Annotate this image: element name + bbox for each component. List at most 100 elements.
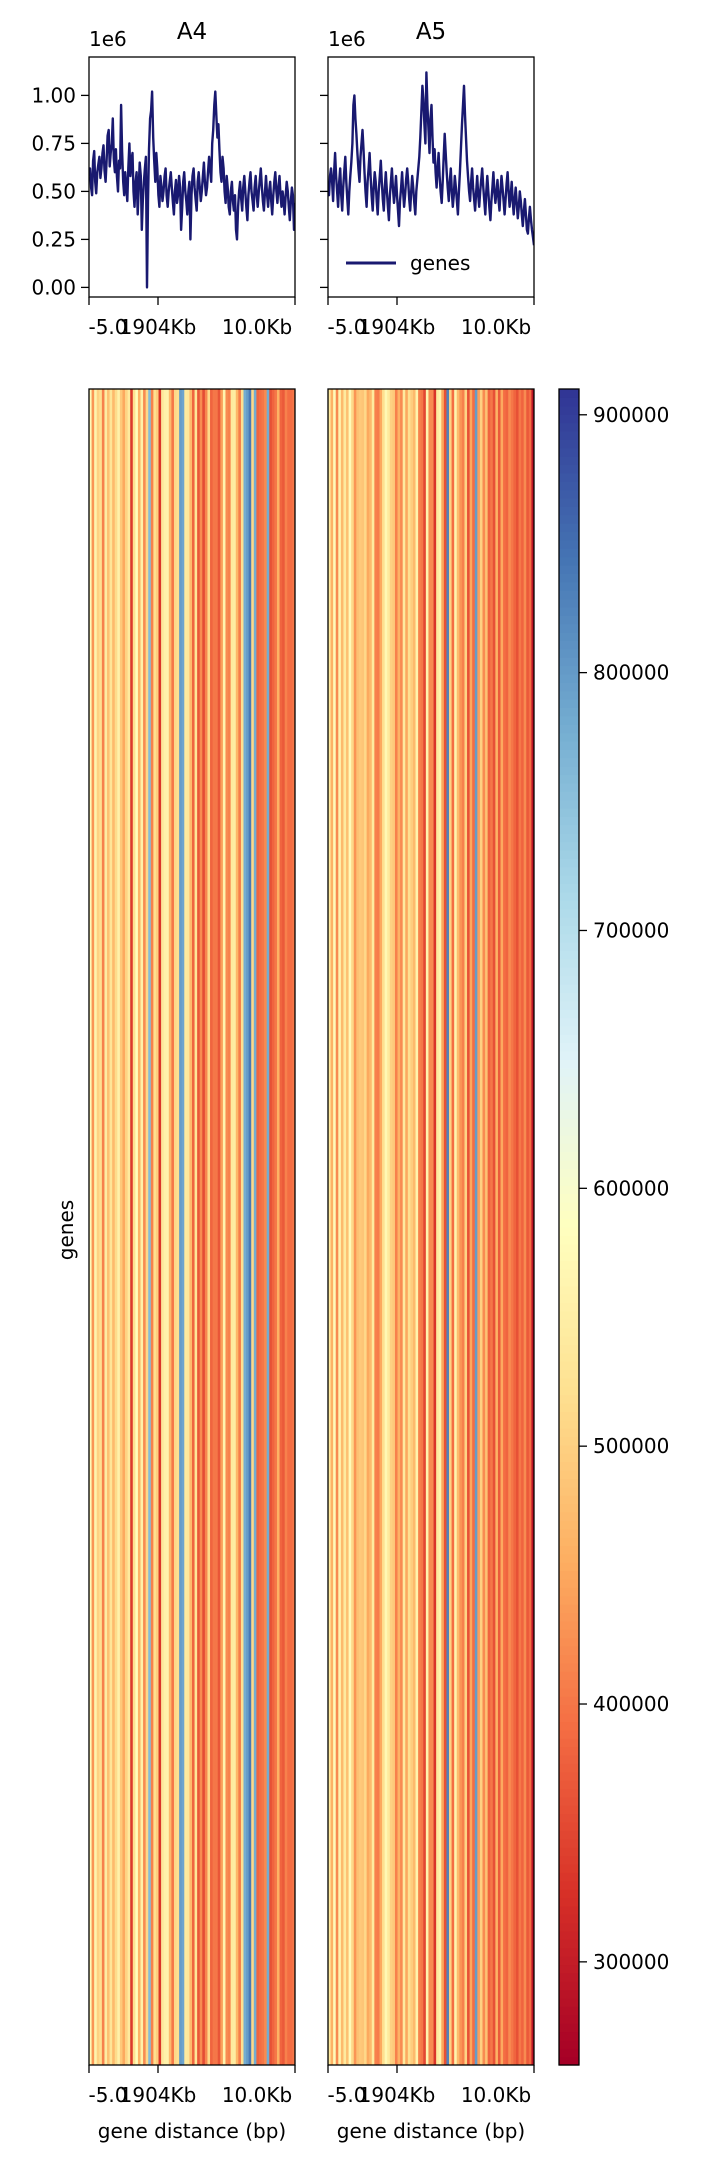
colorbar-segment [559, 1713, 579, 1723]
colorbar-segment [559, 1461, 579, 1471]
colorbar-segment [559, 1109, 579, 1119]
colorbar-segment [559, 1612, 579, 1622]
colorbar-segment [559, 1729, 579, 1739]
colorbar-segment [559, 556, 579, 566]
heatmap-cell [176, 389, 180, 2065]
heatmap-cell [127, 389, 131, 2065]
colorbar-segment [559, 1134, 579, 1144]
heatmap-cell [348, 389, 352, 2065]
y-tick-label: 0.00 [31, 275, 76, 299]
colorbar-segment [559, 1361, 579, 1371]
heatmap-cell [207, 389, 211, 2065]
x-tick-label: 10.0Kb [461, 2083, 531, 2107]
colorbar-segment [559, 1193, 579, 1203]
heatmap-cell [387, 389, 391, 2065]
colorbar-segment [559, 791, 579, 801]
legend-label: genes [410, 251, 470, 275]
heatmap-cell [173, 389, 177, 2065]
colorbar-segment [559, 724, 579, 734]
heatmap-cell [114, 389, 118, 2065]
heatmap-cell [513, 389, 517, 2065]
heatmap-cell [240, 389, 244, 2065]
heatmap-cell [184, 389, 188, 2065]
heatmap-cell [338, 389, 342, 2065]
heatmap-cell [392, 389, 396, 2065]
colorbar-segment [559, 598, 579, 608]
colorbar-segment [559, 975, 579, 985]
heatmap-cell [340, 389, 344, 2065]
colorbar-segment [559, 1369, 579, 1379]
colorbar-tick-label: 300000 [593, 1950, 669, 1974]
colorbar-segment [559, 1964, 579, 1974]
colorbar-segment [559, 1042, 579, 1052]
heatmap-cell [135, 389, 139, 2065]
heatmap-cell [155, 389, 159, 2065]
colorbar-segment [559, 1746, 579, 1756]
heatmap-cell [94, 389, 98, 2065]
heatmap-cell [394, 389, 398, 2065]
x-tick-label: -5.0 [88, 2083, 127, 2107]
colorbar-segment [559, 1260, 579, 1270]
colorbar-gradient [559, 389, 579, 2066]
colorbar-segment [559, 967, 579, 977]
heatmap-cell [158, 389, 162, 2065]
colorbar-segment [559, 1956, 579, 1966]
heatmap-cell [238, 389, 242, 2065]
x-tick-label: 1904Kb [359, 315, 436, 339]
heatmap-cell [248, 389, 252, 2065]
heatmap-cell [371, 389, 375, 2065]
colorbar-segment [559, 2014, 579, 2024]
heatmap-cell [446, 389, 450, 2065]
colorbar-segment [559, 1000, 579, 1010]
colorbar-segment [559, 673, 579, 683]
heatmap-cell [109, 389, 113, 2065]
heatmap-cell [130, 389, 134, 2065]
heatmap-cell [230, 389, 234, 2065]
colorbar-segment [559, 1981, 579, 1991]
heatmap-cell [96, 389, 100, 2065]
colorbar-segment [559, 1486, 579, 1496]
heatmap-cell [235, 389, 239, 2065]
colorbar-segment [559, 1646, 579, 1655]
colorbar-segment [559, 1277, 579, 1287]
heatmap-cell [443, 389, 447, 2065]
heatmap-cell [487, 389, 491, 2065]
heatmap-cell [194, 389, 198, 2065]
heatmap-cell [482, 389, 486, 2065]
heatmap-cell [389, 389, 393, 2065]
colorbar-tick-label: 400000 [593, 1692, 669, 1716]
colorbar-segment [559, 983, 579, 993]
colorbar-segment [559, 1838, 579, 1848]
heatmap-cell [405, 389, 409, 2065]
heatmap-cell [107, 389, 111, 2065]
plot-area [328, 71, 534, 246]
colorbar-segment [559, 481, 579, 491]
heatmap-cell [356, 389, 360, 2065]
colorbar-segment [559, 389, 579, 398]
colorbar-segment [559, 447, 579, 457]
colorbar-segment [559, 1335, 579, 1345]
heatmap-cell [253, 389, 257, 2065]
colorbar-segment [559, 590, 579, 600]
colorbar-segment [559, 506, 579, 516]
heatmap-cell [410, 389, 414, 2065]
heatmap-cell [150, 389, 154, 2065]
heatmap-cell [364, 389, 368, 2065]
colorbar-segment [559, 1805, 579, 1815]
heatmap-cell [474, 389, 478, 2065]
heatmap-frame [327, 388, 535, 2066]
colorbar-segment [559, 615, 579, 625]
colorbar-segment [559, 1520, 579, 1530]
heatmap-cell [500, 389, 504, 2065]
heatmap-cell [199, 389, 203, 2065]
heatmap-cell [104, 389, 108, 2065]
colorbar-segment [559, 1930, 579, 1940]
heatmap-cell [222, 389, 226, 2065]
colorbar-segment [559, 1235, 579, 1245]
colorbar-segment [559, 1771, 579, 1781]
colorbar-tick-label: 600000 [593, 1176, 669, 1200]
colorbar-segment [559, 1679, 579, 1689]
colorbar-segment [559, 774, 579, 784]
colorbar-segment [559, 581, 579, 591]
colorbar-tick-label: 900000 [593, 403, 669, 427]
